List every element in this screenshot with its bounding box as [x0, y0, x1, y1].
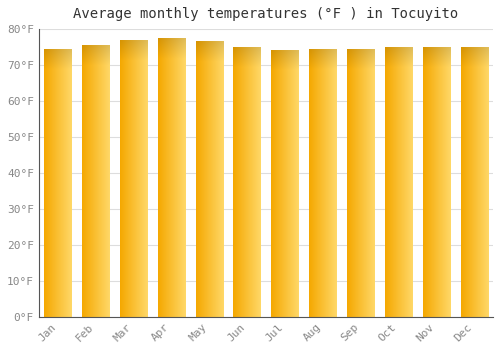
Title: Average monthly temperatures (°F ) in Tocuyito: Average monthly temperatures (°F ) in To… — [74, 7, 458, 21]
